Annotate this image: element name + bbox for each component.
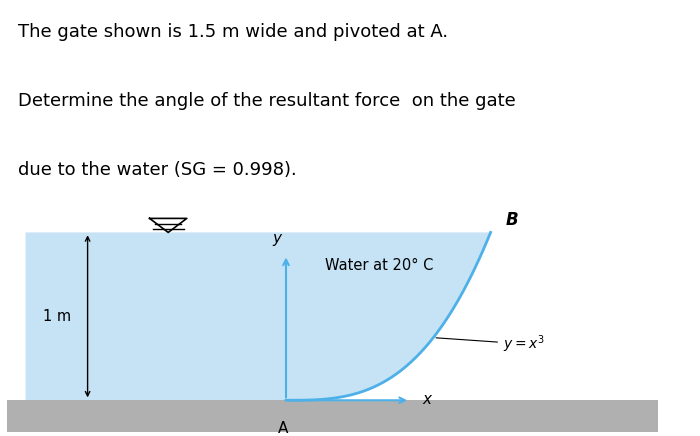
- Text: $y = x^3$: $y = x^3$: [436, 333, 545, 355]
- Text: The gate shown is 1.5 m wide and pivoted at A.: The gate shown is 1.5 m wide and pivoted…: [18, 23, 447, 41]
- Bar: [7, 400, 658, 432]
- Text: y: y: [272, 232, 281, 246]
- Text: A: A: [278, 421, 288, 436]
- Text: B: B: [506, 211, 519, 229]
- Text: x: x: [422, 392, 431, 407]
- Text: Water at 20° C: Water at 20° C: [325, 258, 433, 273]
- Text: due to the water (SG = 0.998).: due to the water (SG = 0.998).: [18, 161, 296, 179]
- Text: 1 m: 1 m: [43, 309, 71, 324]
- Polygon shape: [26, 232, 491, 400]
- Polygon shape: [286, 232, 658, 400]
- Text: Determine the angle of the resultant force  on the gate: Determine the angle of the resultant for…: [18, 92, 515, 110]
